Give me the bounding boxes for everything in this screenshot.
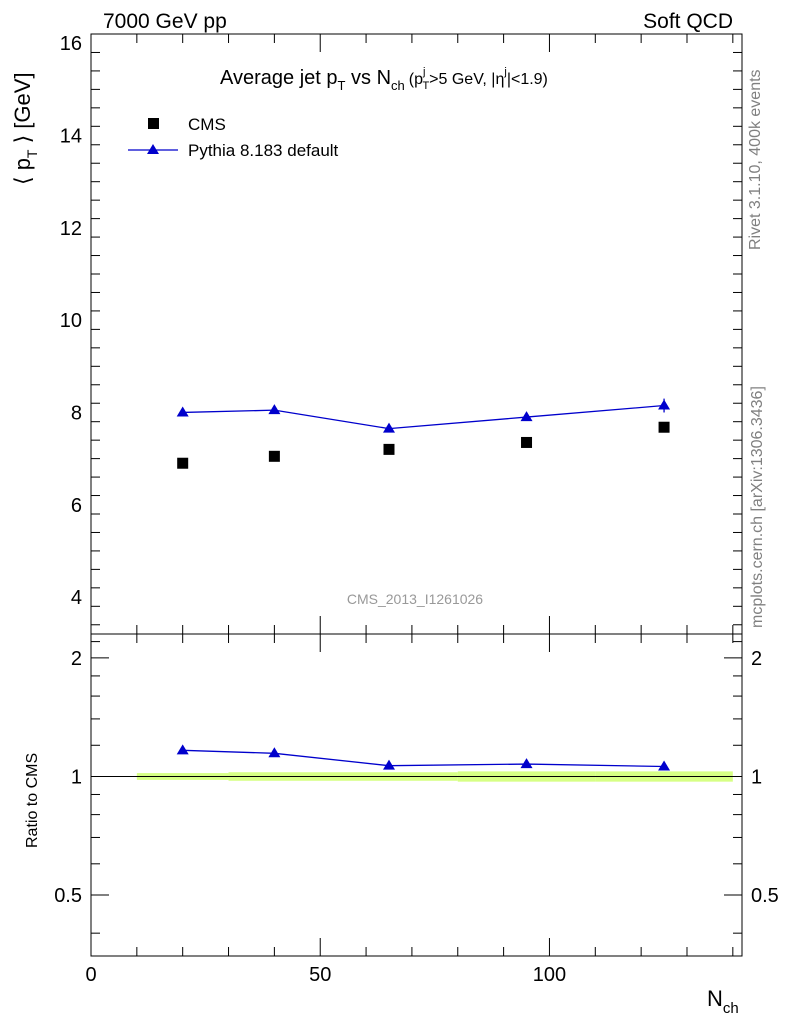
title-sup-j1: j <box>422 66 425 78</box>
ratio-plot-panel: 0.5 0.5 1 1 2 2 0 50 100 <box>54 633 779 986</box>
pythia-point <box>658 399 671 410</box>
title-main: Average jet p <box>220 67 338 89</box>
ratio-pythia-line <box>182 749 665 768</box>
ratio-pythia-point <box>382 759 395 770</box>
legend-pythia-label: Pythia 8.183 default <box>188 141 339 160</box>
x-label-main: N <box>707 986 723 1011</box>
title-mid: vs N <box>345 67 391 89</box>
ratio-y-tick-label-right: 1 <box>751 766 762 788</box>
y-tick-label: 6 <box>71 495 82 517</box>
ratio-y-tick-label: 2 <box>71 648 82 670</box>
energy-label: 7000 GeV pp <box>103 10 227 33</box>
legend-cms-marker <box>148 118 159 129</box>
ratio-pythia-point <box>176 744 189 755</box>
cms-point <box>383 443 395 455</box>
ratio-y-axis-label: Ratio to CMS <box>24 753 41 848</box>
cms-point <box>177 457 189 469</box>
y-tick-label: 16 <box>60 33 82 55</box>
mcplots-label: mcplots.cern.ch [arXiv:1306.3436] <box>749 386 766 628</box>
ratio-pythia-point <box>520 758 533 769</box>
pythia-point <box>176 406 189 417</box>
ratio-frame <box>90 633 743 957</box>
main-y-axis-label: ⟨ pT ⟩ [GeV] <box>10 72 40 185</box>
ratio-y-tick-label: 0.5 <box>54 885 82 907</box>
title-sup-j2: j <box>503 66 506 78</box>
x-tick-label: 100 <box>533 964 566 986</box>
x-tick-label: 0 <box>85 964 96 986</box>
y-tick-label: 14 <box>60 126 82 148</box>
title-sub-t2: T <box>422 80 429 92</box>
pythia-point <box>382 422 395 433</box>
cms-point <box>268 450 280 462</box>
y-tick-label: 4 <box>71 587 82 609</box>
ratio-y-tick-label: 1 <box>71 766 82 788</box>
legend-pythia-marker <box>147 144 159 154</box>
x-axis-label: Nch <box>707 986 739 1017</box>
title-sub-ch: ch <box>391 78 405 93</box>
y-tick-label: 10 <box>60 310 82 332</box>
y-tick-label: 8 <box>71 402 82 424</box>
analysis-watermark: CMS_2013_I1261026 <box>347 591 483 607</box>
y-label-left: ⟨ p <box>10 158 35 185</box>
ratio-pythia-point <box>658 760 671 771</box>
cms-point <box>521 436 533 448</box>
pythia-line <box>182 404 665 430</box>
pythia-point <box>520 411 533 422</box>
ratio-pythia-point <box>268 747 281 758</box>
legend: CMS Pythia 8.183 default <box>128 115 339 160</box>
legend-cms-label: CMS <box>188 115 226 134</box>
process-label: Soft QCD <box>643 10 733 33</box>
y-label-right: ⟩ [GeV] <box>10 72 35 149</box>
cms-point <box>658 421 670 433</box>
main-plot-panel: 4 6 8 10 12 14 16 <box>60 33 743 635</box>
ratio-y-tick-label-right: 0.5 <box>751 885 779 907</box>
title-tail: (p <box>409 71 423 88</box>
y-label-sub: T <box>24 149 40 158</box>
chart-title: Average jet pT vs Nch (pj T>5 GeV, |ηj|<1.… <box>220 66 548 93</box>
x-label-sub: ch <box>723 1000 739 1017</box>
title-tail2: >5 GeV, |η <box>429 71 504 88</box>
x-tick-label: 50 <box>309 964 331 986</box>
rivet-label: Rivet 3.1.10, 400k events <box>747 69 764 250</box>
pythia-point <box>268 404 281 415</box>
title-sub-t: T <box>338 78 346 93</box>
title-tail3: |<1.9) <box>507 71 548 88</box>
ratio-y-tick-label-right: 2 <box>751 648 762 670</box>
y-tick-label: 12 <box>60 218 82 240</box>
